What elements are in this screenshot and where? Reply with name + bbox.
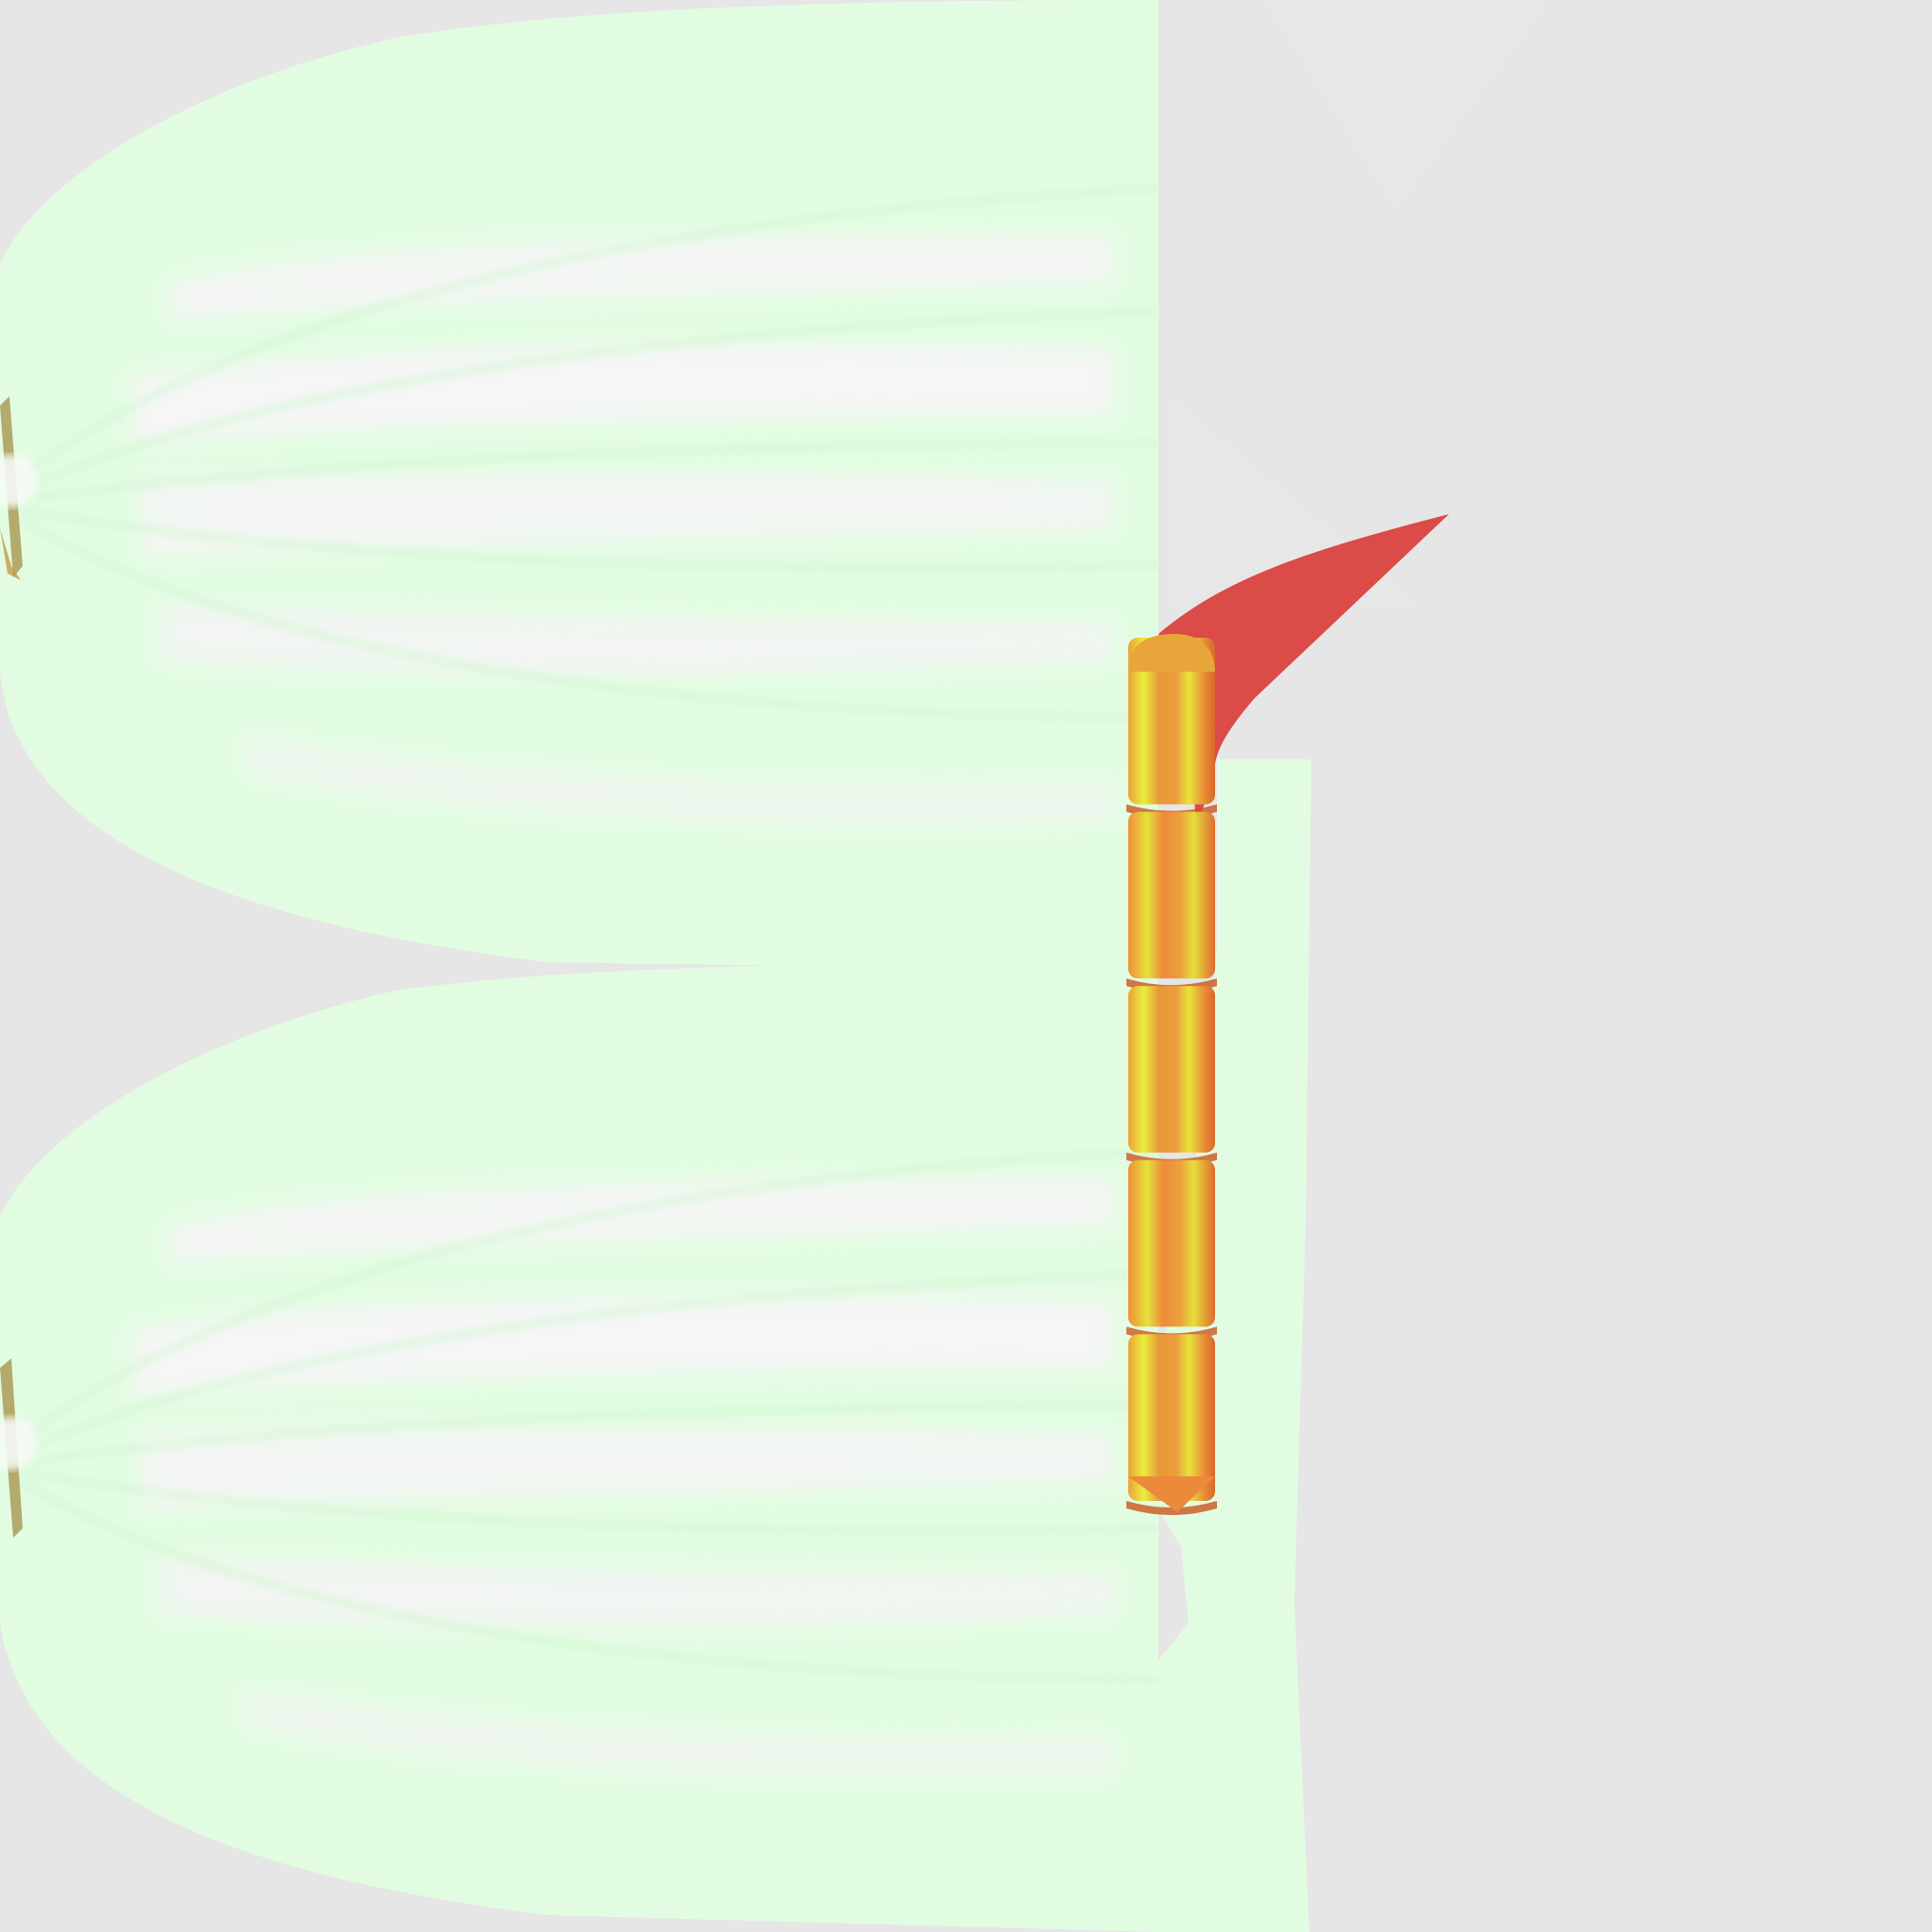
stalk-segment	[1128, 986, 1215, 1153]
background-facets	[1170, 0, 1932, 849]
stalk-segment	[1128, 1159, 1215, 1327]
upper-leaf-veins	[17, 186, 1159, 720]
stalk-tip	[1128, 1476, 1215, 1512]
lower-leaf-veins	[17, 1148, 1159, 1682]
lower-leaf-shell	[0, 962, 1159, 1932]
lower-leaf-bands	[132, 1179, 1113, 1777]
upper-leaf-shell	[0, 0, 1159, 972]
bamboo-stalk	[1126, 634, 1217, 1515]
stalk-cap	[1128, 634, 1215, 672]
stalk-segment	[1128, 811, 1215, 979]
red-tip	[1158, 514, 1449, 821]
stalk-segment	[1128, 638, 1215, 805]
leaf-side-strip	[1158, 759, 1311, 1932]
stalk-segment	[1128, 1334, 1215, 1501]
